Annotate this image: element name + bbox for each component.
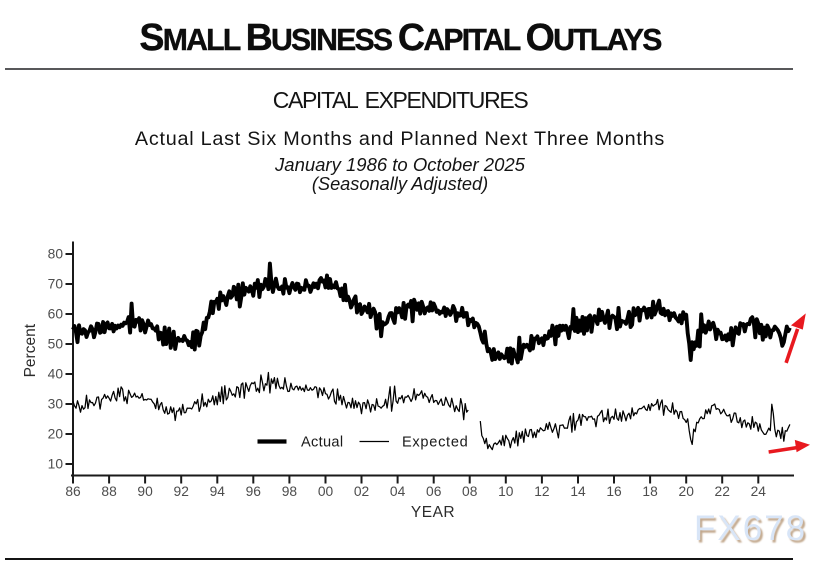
svg-text:92: 92 [174, 484, 189, 499]
svg-text:06: 06 [426, 484, 442, 499]
svg-text:Expected: Expected [402, 435, 468, 451]
svg-text:14: 14 [570, 484, 586, 499]
svg-text:30: 30 [48, 397, 64, 412]
svg-text:24: 24 [751, 484, 767, 499]
svg-text:88: 88 [101, 484, 117, 499]
svg-text:02: 02 [354, 484, 369, 499]
svg-text:12: 12 [534, 484, 549, 499]
svg-text:10: 10 [48, 457, 64, 472]
svg-text:50: 50 [48, 337, 64, 352]
svg-text:80: 80 [48, 247, 64, 262]
svg-text:00: 00 [318, 484, 334, 499]
svg-text:40: 40 [48, 367, 64, 382]
svg-text:70: 70 [48, 277, 64, 292]
svg-text:20: 20 [679, 484, 695, 499]
svg-text:20: 20 [48, 427, 64, 442]
svg-text:22: 22 [715, 484, 730, 499]
svg-text:16: 16 [606, 484, 622, 499]
svg-text:90: 90 [137, 484, 153, 499]
svg-text:10: 10 [498, 484, 514, 499]
svg-text:98: 98 [282, 484, 298, 499]
svg-text:Actual: Actual [301, 435, 343, 451]
svg-text:86: 86 [65, 484, 81, 499]
svg-text:Percent: Percent [22, 323, 39, 377]
svg-text:04: 04 [390, 484, 406, 499]
svg-text:08: 08 [462, 484, 478, 499]
svg-text:60: 60 [48, 307, 64, 322]
svg-text:94: 94 [210, 484, 226, 499]
svg-text:96: 96 [246, 484, 262, 499]
svg-text:YEAR: YEAR [411, 504, 455, 521]
svg-text:18: 18 [642, 484, 658, 499]
